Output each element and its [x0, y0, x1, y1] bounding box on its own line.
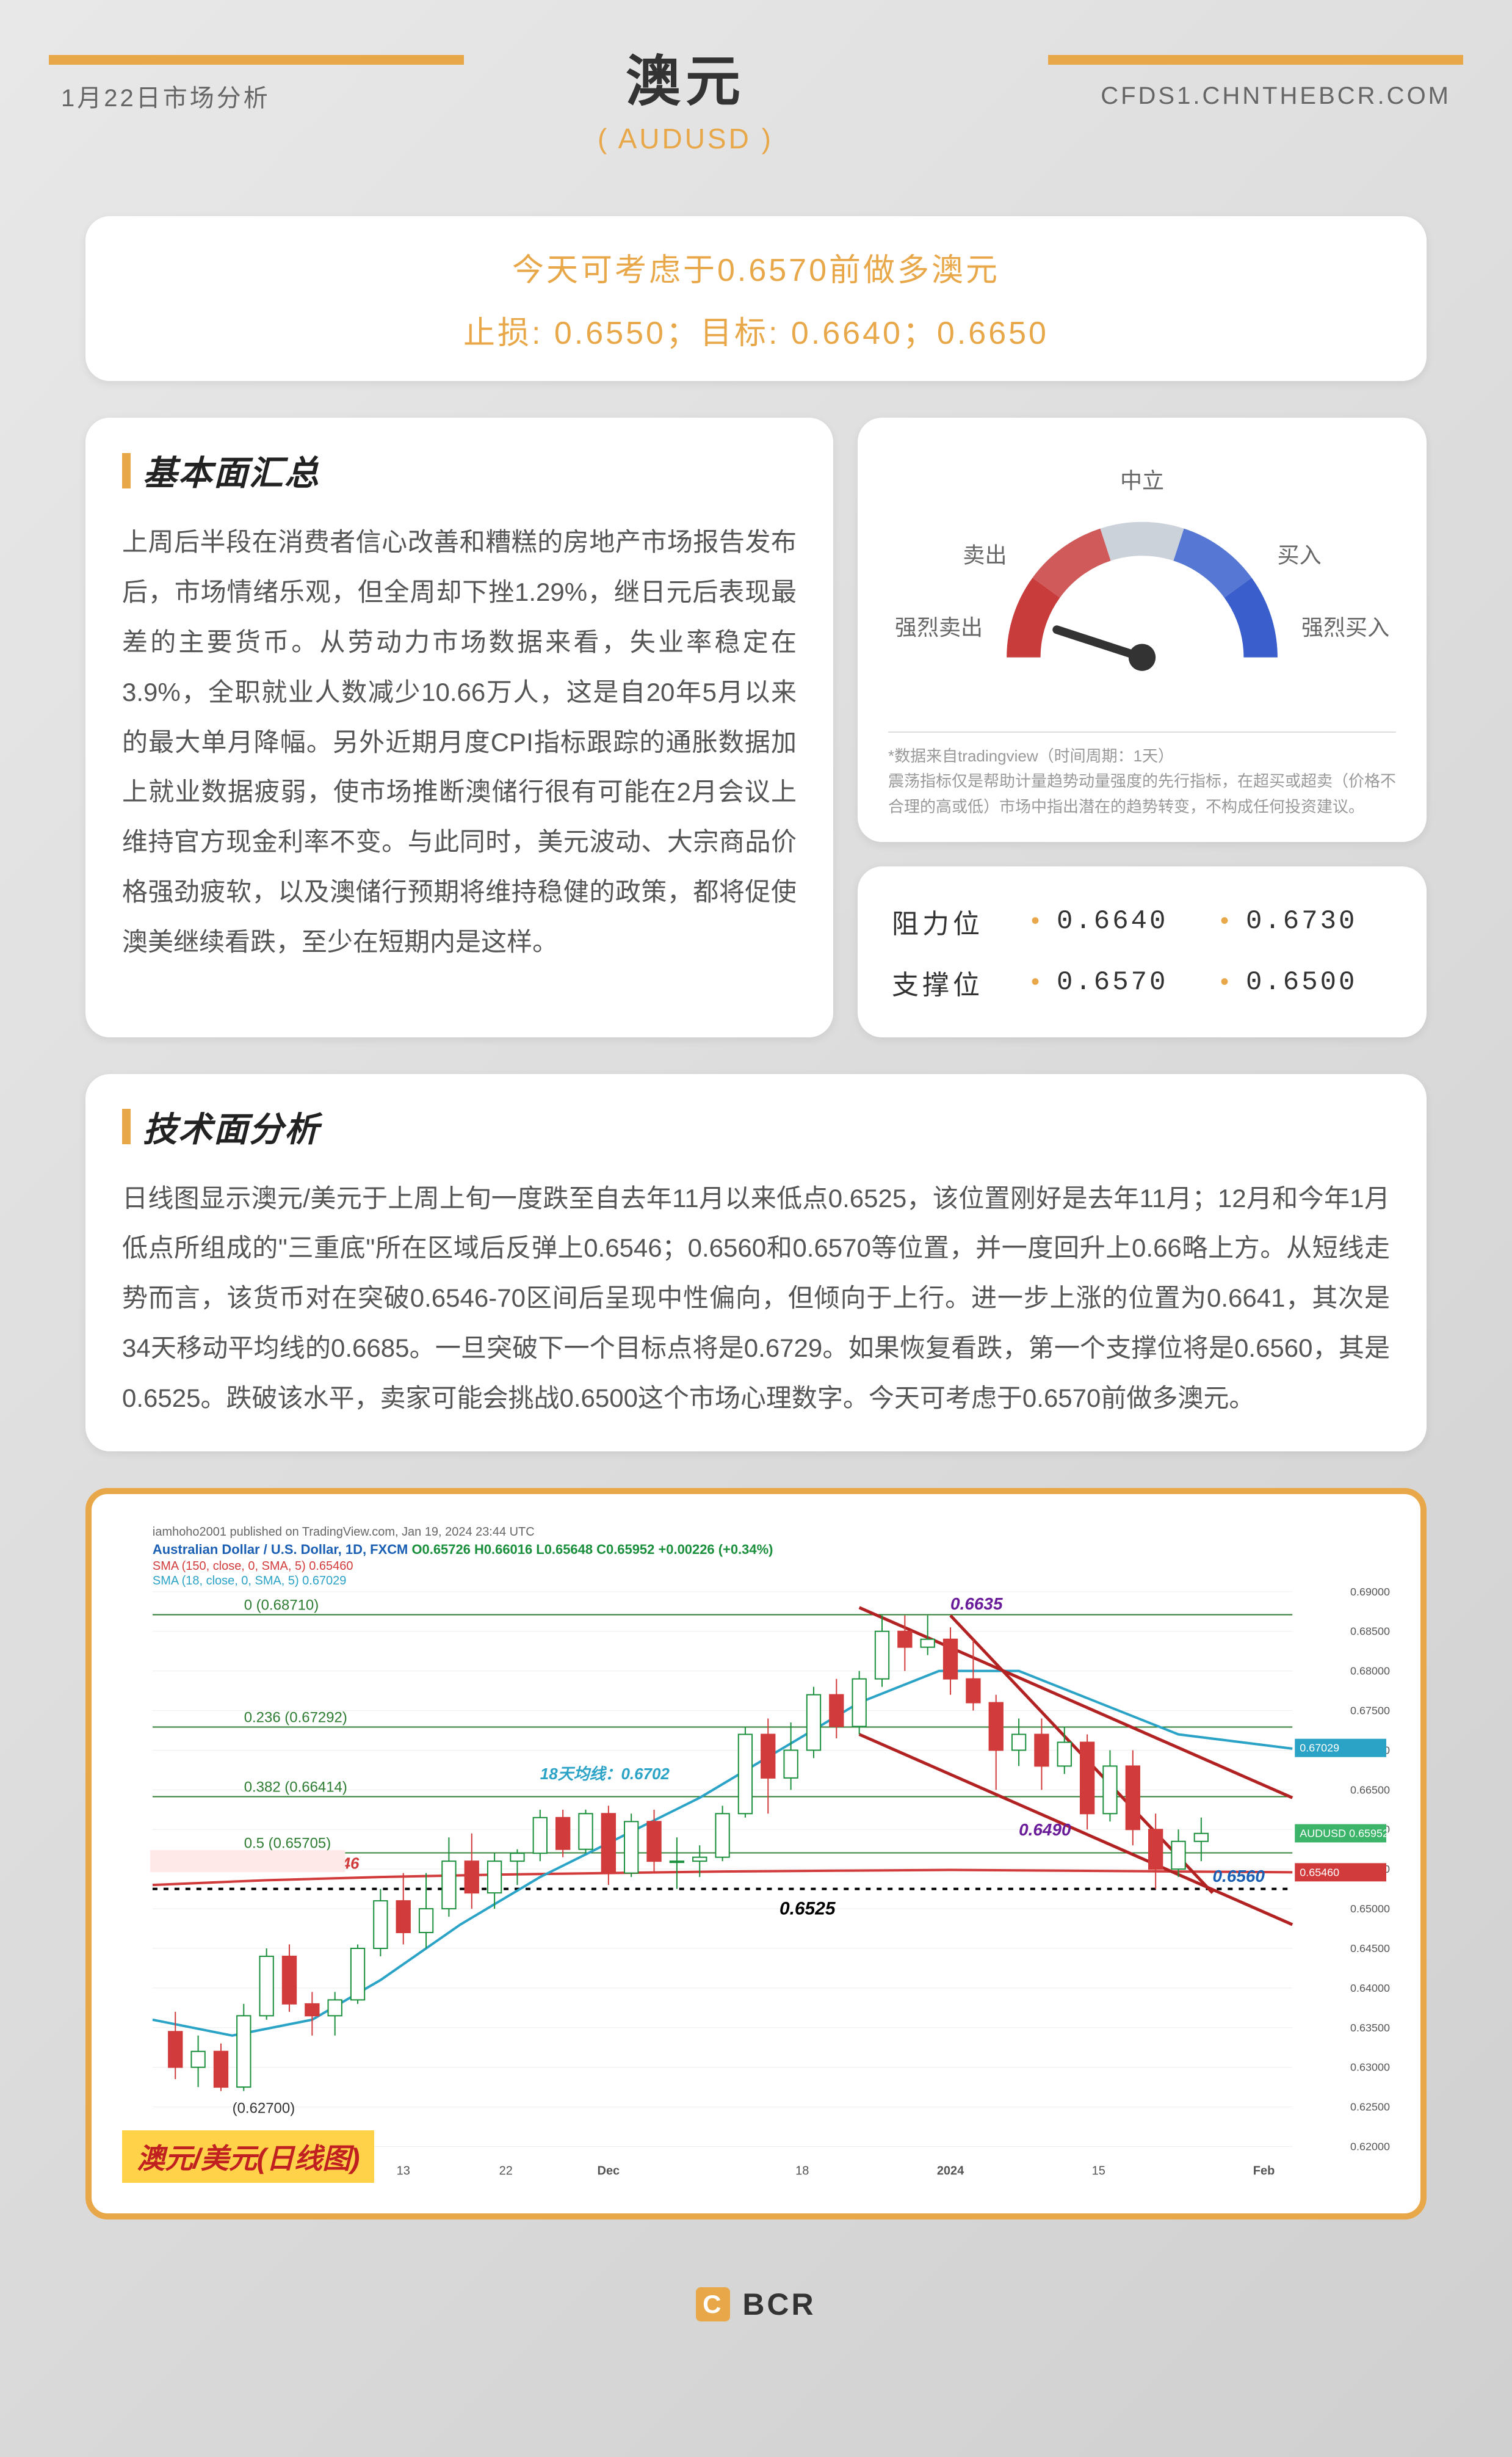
support-value-2: 0.6500 — [1246, 967, 1392, 998]
gauge-disclaimer: 震荡指标仅是帮助计量趋势动量强度的先行指标，在超买或超卖（价格不合理的高或低）市… — [888, 769, 1396, 819]
resistance-label: 阻力位 — [892, 902, 1014, 941]
brand-logo-icon: C — [696, 2287, 730, 2321]
svg-text:0 (0.68710): 0 (0.68710) — [244, 1597, 319, 1613]
gauge-data-source: *数据来自tradingview（时间周期：1天） — [888, 744, 1396, 769]
header: 1月22日市场分析 澳元 ( AUDUSD ) CFDS1.CHNTHEBCR.… — [0, 0, 1512, 173]
page-title: 澳元 — [270, 37, 1101, 116]
svg-text:Dec: Dec — [598, 2164, 620, 2177]
svg-text:iamhoho2001 published on Tradi: iamhoho2001 published on TradingView.com… — [153, 1525, 535, 1539]
svg-text:Feb: Feb — [1253, 2164, 1275, 2177]
svg-text:13: 13 — [397, 2164, 410, 2177]
svg-text:0.62500: 0.62500 — [1350, 2101, 1390, 2113]
footer: C BCR — [0, 2268, 1512, 2359]
svg-text:0.67500: 0.67500 — [1350, 1705, 1390, 1717]
resistance-value-1: 0.6640 — [1057, 906, 1203, 937]
support-label: 支撑位 — [892, 963, 1014, 1002]
svg-text:卖出: 卖出 — [963, 543, 1007, 568]
accent-bar — [122, 1109, 131, 1144]
svg-text:0.63500: 0.63500 — [1350, 2022, 1390, 2034]
strategy-card: 今天可考虑于0.6570前做多澳元 止损: 0.6550；目标: 0.6640；… — [85, 216, 1427, 381]
bullet-icon: • — [1220, 907, 1229, 935]
svg-text:AUDUSD 0.65952: AUDUSD 0.65952 — [1300, 1827, 1389, 1839]
svg-text:买入: 买入 — [1277, 543, 1321, 568]
gauge-card: 强烈卖出 卖出 中立买入强烈买入 *数据来自tradingview（时间周期：1天）… — [858, 418, 1427, 842]
gauge-separator — [888, 731, 1396, 733]
svg-text:0.6635: 0.6635 — [950, 1594, 1003, 1613]
svg-text:(0.62700): (0.62700) — [233, 2100, 295, 2117]
header-rule-left — [49, 55, 464, 65]
svg-text:18天均线：0.6702: 18天均线：0.6702 — [540, 1765, 670, 1783]
strategy-line-1: 今天可考虑于0.6570前做多澳元 — [122, 244, 1390, 290]
bullet-icon: • — [1031, 907, 1040, 935]
technical-title: 技术面分析 — [143, 1102, 320, 1152]
svg-text:0.64500: 0.64500 — [1350, 1942, 1390, 1954]
svg-text:0.68500: 0.68500 — [1350, 1625, 1390, 1638]
fundamentals-title: 基本面汇总 — [143, 446, 320, 495]
support-row: 支撑位 • 0.6570 • 0.6500 — [892, 952, 1392, 1013]
svg-text:0.236 (0.67292): 0.236 (0.67292) — [244, 1710, 347, 1726]
technical-body: 日线图显示澳元/美元于上周上旬一度跌至自去年11月以来低点0.6525，该位置刚… — [122, 1174, 1390, 1423]
svg-text:Australian Dollar / U.S. Dolla: Australian Dollar / U.S. Dollar, 1D, FXC… — [153, 1542, 773, 1557]
sentiment-gauge: 强烈卖出 卖出 中立买入强烈买入 — [888, 446, 1396, 717]
svg-text:0.62000: 0.62000 — [1350, 2140, 1390, 2152]
svg-text:强烈卖出: 强烈卖出 — [895, 615, 983, 640]
price-chart: 0.690000.685000.680000.675000.670000.665… — [116, 1519, 1396, 2189]
svg-text:22: 22 — [499, 2164, 513, 2177]
svg-text:0.5 (0.65705): 0.5 (0.65705) — [244, 1835, 331, 1852]
technical-card: 技术面分析 日线图显示澳元/美元于上周上旬一度跌至自去年11月以来低点0.652… — [85, 1074, 1427, 1451]
levels-card: 阻力位 • 0.6640 • 0.6730 支撑位 • 0.6570 • 0.6… — [858, 866, 1427, 1037]
header-rule-right — [1048, 55, 1463, 65]
brand-name: BCR — [742, 2287, 816, 2322]
svg-text:2024: 2024 — [937, 2164, 964, 2177]
svg-text:0.67029: 0.67029 — [1300, 1742, 1339, 1754]
bullet-icon: • — [1220, 968, 1229, 996]
svg-text:0.68000: 0.68000 — [1350, 1665, 1390, 1677]
svg-text:0.64000: 0.64000 — [1350, 1982, 1390, 1994]
svg-text:0.69000: 0.69000 — [1350, 1586, 1390, 1598]
fundamentals-body: 上周后半段在消费者信心改善和糟糕的房地产市场报告发布后，市场情绪乐观，但全周却下… — [122, 517, 797, 967]
date-label: 1月22日市场分析 — [61, 78, 270, 114]
svg-text:强烈买入: 强烈买入 — [1301, 615, 1389, 640]
svg-text:15: 15 — [1092, 2164, 1105, 2177]
svg-text:SMA (18, close, 0, SMA, 5) 0.6: SMA (18, close, 0, SMA, 5) 0.67029 — [153, 1574, 346, 1588]
fundamentals-card: 基本面汇总 上周后半段在消费者信心改善和糟糕的房地产市场报告发布后，市场情绪乐观… — [85, 418, 833, 1037]
accent-bar — [122, 453, 131, 488]
site-label: CFDS1.CHNTHEBCR.COM — [1101, 82, 1451, 110]
strategy-line-2: 止损: 0.6550；目标: 0.6640；0.6650 — [122, 307, 1390, 353]
svg-text:0.65000: 0.65000 — [1350, 1903, 1390, 1915]
svg-text:0.6560: 0.6560 — [1213, 1867, 1265, 1885]
svg-text:0.66500: 0.66500 — [1350, 1784, 1390, 1796]
svg-text:中立: 中立 — [1120, 468, 1164, 493]
svg-text:0.382 (0.66414): 0.382 (0.66414) — [244, 1779, 347, 1796]
resistance-row: 阻力位 • 0.6640 • 0.6730 — [892, 891, 1392, 952]
resistance-value-2: 0.6730 — [1246, 906, 1392, 937]
bullet-icon: • — [1031, 968, 1040, 996]
symbol-label: ( AUDUSD ) — [270, 122, 1101, 155]
chart-caption: 澳元/美元(日线图) — [122, 2130, 374, 2183]
support-value-1: 0.6570 — [1057, 967, 1203, 998]
svg-text:0.65460: 0.65460 — [1300, 1866, 1339, 1878]
svg-text:SMA (150, close, 0, SMA, 5) 0.: SMA (150, close, 0, SMA, 5) 0.65460 — [153, 1559, 353, 1573]
chart-card: 0.690000.685000.680000.675000.670000.665… — [85, 1488, 1427, 2219]
svg-text:0.63000: 0.63000 — [1350, 2061, 1390, 2074]
svg-text:18: 18 — [795, 2164, 809, 2177]
svg-text:0.6490: 0.6490 — [1019, 1820, 1071, 1839]
svg-text:0.6525: 0.6525 — [780, 1899, 836, 1919]
